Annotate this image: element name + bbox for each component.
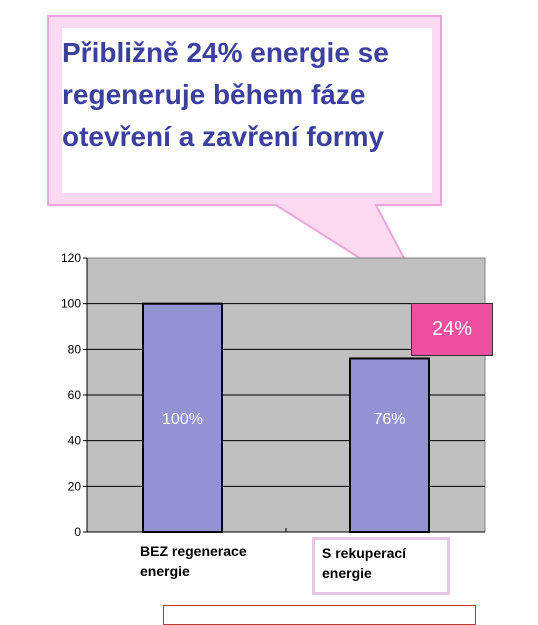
bar-1	[349, 357, 430, 534]
y-tick-label: 0	[74, 525, 81, 539]
callout-text: Přibližně 24% energie se regeneruje běhe…	[62, 37, 389, 152]
callout-inner-panel	[62, 28, 432, 193]
y-tick-label: 40	[68, 434, 82, 448]
category-label-box: S rekuperací energie	[312, 537, 450, 595]
y-tick-label: 100	[61, 297, 81, 311]
bar-labels: 100% 76%	[162, 411, 405, 428]
category-label-without-regeneration: BEZ regenerace energie	[140, 543, 247, 579]
y-axis-ticks: 0 20 40 60 80 100 120	[61, 251, 87, 539]
category-label-with-recuperation: S rekuperací energie	[322, 545, 407, 581]
bar-value-label: 76%	[373, 411, 405, 428]
bar-value-label: 100%	[162, 411, 203, 428]
y-tick-label: 120	[61, 251, 81, 265]
difference-badge: 24%	[411, 303, 493, 356]
y-tick-label: 20	[68, 479, 82, 493]
bar-0	[142, 302, 223, 533]
bottom-frame	[163, 605, 476, 625]
bars	[142, 302, 430, 534]
y-tick-label: 60	[68, 388, 82, 402]
y-tick-label: 80	[68, 342, 82, 356]
